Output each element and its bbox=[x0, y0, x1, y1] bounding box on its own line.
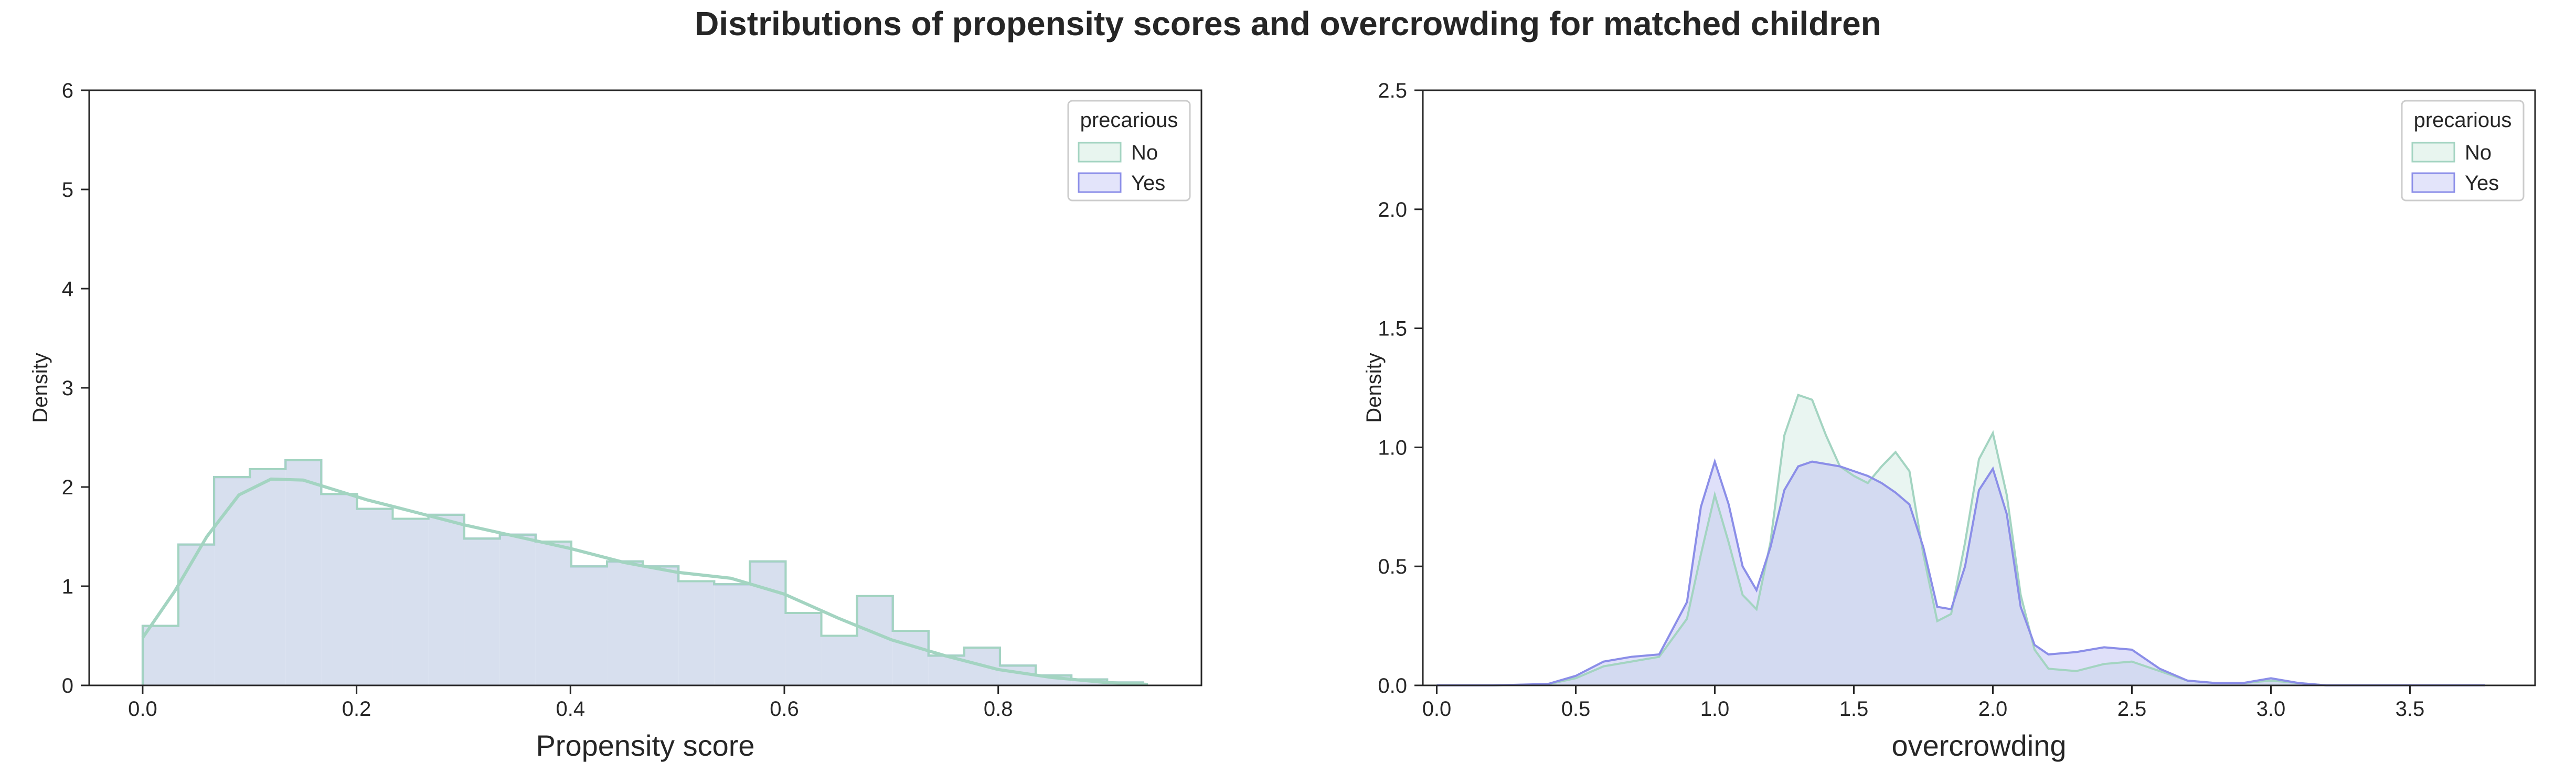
hist-bar-yes bbox=[392, 519, 429, 685]
kde-line-yes bbox=[1436, 458, 2485, 686]
x-tick-label: 2.5 bbox=[2117, 697, 2147, 721]
y-tick-label: 5 bbox=[62, 178, 73, 202]
legend-label-no: No bbox=[1131, 141, 1158, 164]
x-tick-label: 0.8 bbox=[984, 697, 1013, 721]
legend-swatch-no bbox=[1078, 142, 1122, 163]
y-tick-label: 0.0 bbox=[1378, 674, 1407, 697]
kde-line-no bbox=[1436, 394, 2485, 686]
x-tick-label: 2.0 bbox=[1978, 697, 2008, 721]
hist-bar-yes bbox=[499, 534, 536, 685]
overcrowding-panel: 0.0 0.5 1.0 1.5 2.0 2.5 3.0 3.5 0.0 0.5 1.0 1.5 2.0 2… bbox=[1362, 79, 2536, 762]
hist-step-no bbox=[141, 459, 1144, 685]
hist-bar-yes bbox=[678, 581, 715, 685]
hist-bar-yes bbox=[535, 541, 571, 685]
legend-label-yes: Yes bbox=[1131, 172, 1165, 195]
legend-title: precarious bbox=[2414, 109, 2512, 132]
x-tick-label: 0.6 bbox=[770, 697, 799, 721]
figure-title: Distributions of propensity scores and o… bbox=[695, 5, 1881, 43]
x-axis-label: Propensity score bbox=[536, 729, 754, 762]
y-tick-label: 0 bbox=[62, 674, 73, 697]
hist-bar-yes bbox=[357, 509, 393, 685]
hist-bar-yes bbox=[643, 566, 679, 685]
x-tick-label: 3.0 bbox=[2256, 697, 2286, 721]
hist-bar-yes bbox=[857, 596, 893, 685]
y-tick-label: 3 bbox=[62, 377, 73, 400]
axes-frame bbox=[1422, 89, 2536, 686]
y-tick-label: 2.0 bbox=[1378, 198, 1407, 221]
hist-bar-yes bbox=[250, 469, 286, 685]
kde-line-no bbox=[141, 477, 1148, 686]
hist-bar-yes bbox=[821, 636, 857, 685]
x-axis-label: overcrowding bbox=[1891, 729, 2066, 762]
x-tick-label: 0.2 bbox=[342, 697, 371, 721]
kde-area-yes bbox=[1436, 461, 2485, 685]
hist-bar-yes bbox=[285, 460, 322, 685]
legend-swatch-yes bbox=[2411, 172, 2455, 193]
y-tick-label: 1.5 bbox=[1378, 318, 1407, 341]
y-tick-label: 4 bbox=[62, 278, 73, 301]
legend-title: precarious bbox=[1080, 109, 1178, 132]
kde-area-no bbox=[1436, 395, 2485, 685]
y-tick-label: 2.5 bbox=[1378, 79, 1407, 102]
x-tick-label: 0.4 bbox=[556, 697, 586, 721]
legend-swatch-yes bbox=[1078, 172, 1122, 193]
hist-bar-yes bbox=[571, 566, 608, 685]
y-axis-label: Density bbox=[1362, 353, 1386, 422]
hist-bar-yes bbox=[321, 494, 357, 685]
hist-bar-yes bbox=[464, 538, 500, 685]
legend: precarious No Yes bbox=[2401, 100, 2525, 202]
y-tick-label: 0.5 bbox=[1378, 555, 1407, 578]
y-tick-label: 6 bbox=[62, 79, 73, 102]
hist-bar-yes bbox=[214, 477, 250, 685]
propensity-score-panel: 0.0 0.2 0.4 0.6 0.8 0 1 2 3 4 5 6 Propensity score De… bbox=[29, 79, 1202, 762]
x-tick-label: 0.5 bbox=[1561, 697, 1591, 721]
legend: precarious No Yes bbox=[1067, 100, 1191, 202]
x-tick-label: 3.5 bbox=[2396, 697, 2425, 721]
y-tick-label: 1.0 bbox=[1378, 436, 1407, 459]
legend-label-no: No bbox=[2465, 141, 2492, 164]
x-tick-label: 0.0 bbox=[1422, 697, 1452, 721]
hist-bar-yes bbox=[892, 631, 929, 685]
hist-bar-yes bbox=[750, 561, 786, 685]
y-axis-label: Density bbox=[29, 353, 52, 422]
hist-bar-yes bbox=[142, 626, 179, 685]
hist-bar-yes bbox=[428, 514, 464, 685]
legend-label-yes: Yes bbox=[2465, 172, 2499, 195]
x-tick-label: 0.0 bbox=[128, 697, 157, 721]
hist-bar-yes bbox=[607, 561, 643, 685]
legend-swatch-no bbox=[2411, 142, 2455, 163]
x-tick-label: 1.0 bbox=[1700, 697, 1730, 721]
hist-bar-yes bbox=[714, 584, 750, 685]
hist-bar-yes bbox=[178, 544, 215, 685]
y-tick-label: 1 bbox=[62, 575, 73, 598]
x-tick-label: 1.5 bbox=[1839, 697, 1869, 721]
y-tick-label: 2 bbox=[62, 476, 73, 499]
hist-bar-yes bbox=[785, 613, 822, 685]
